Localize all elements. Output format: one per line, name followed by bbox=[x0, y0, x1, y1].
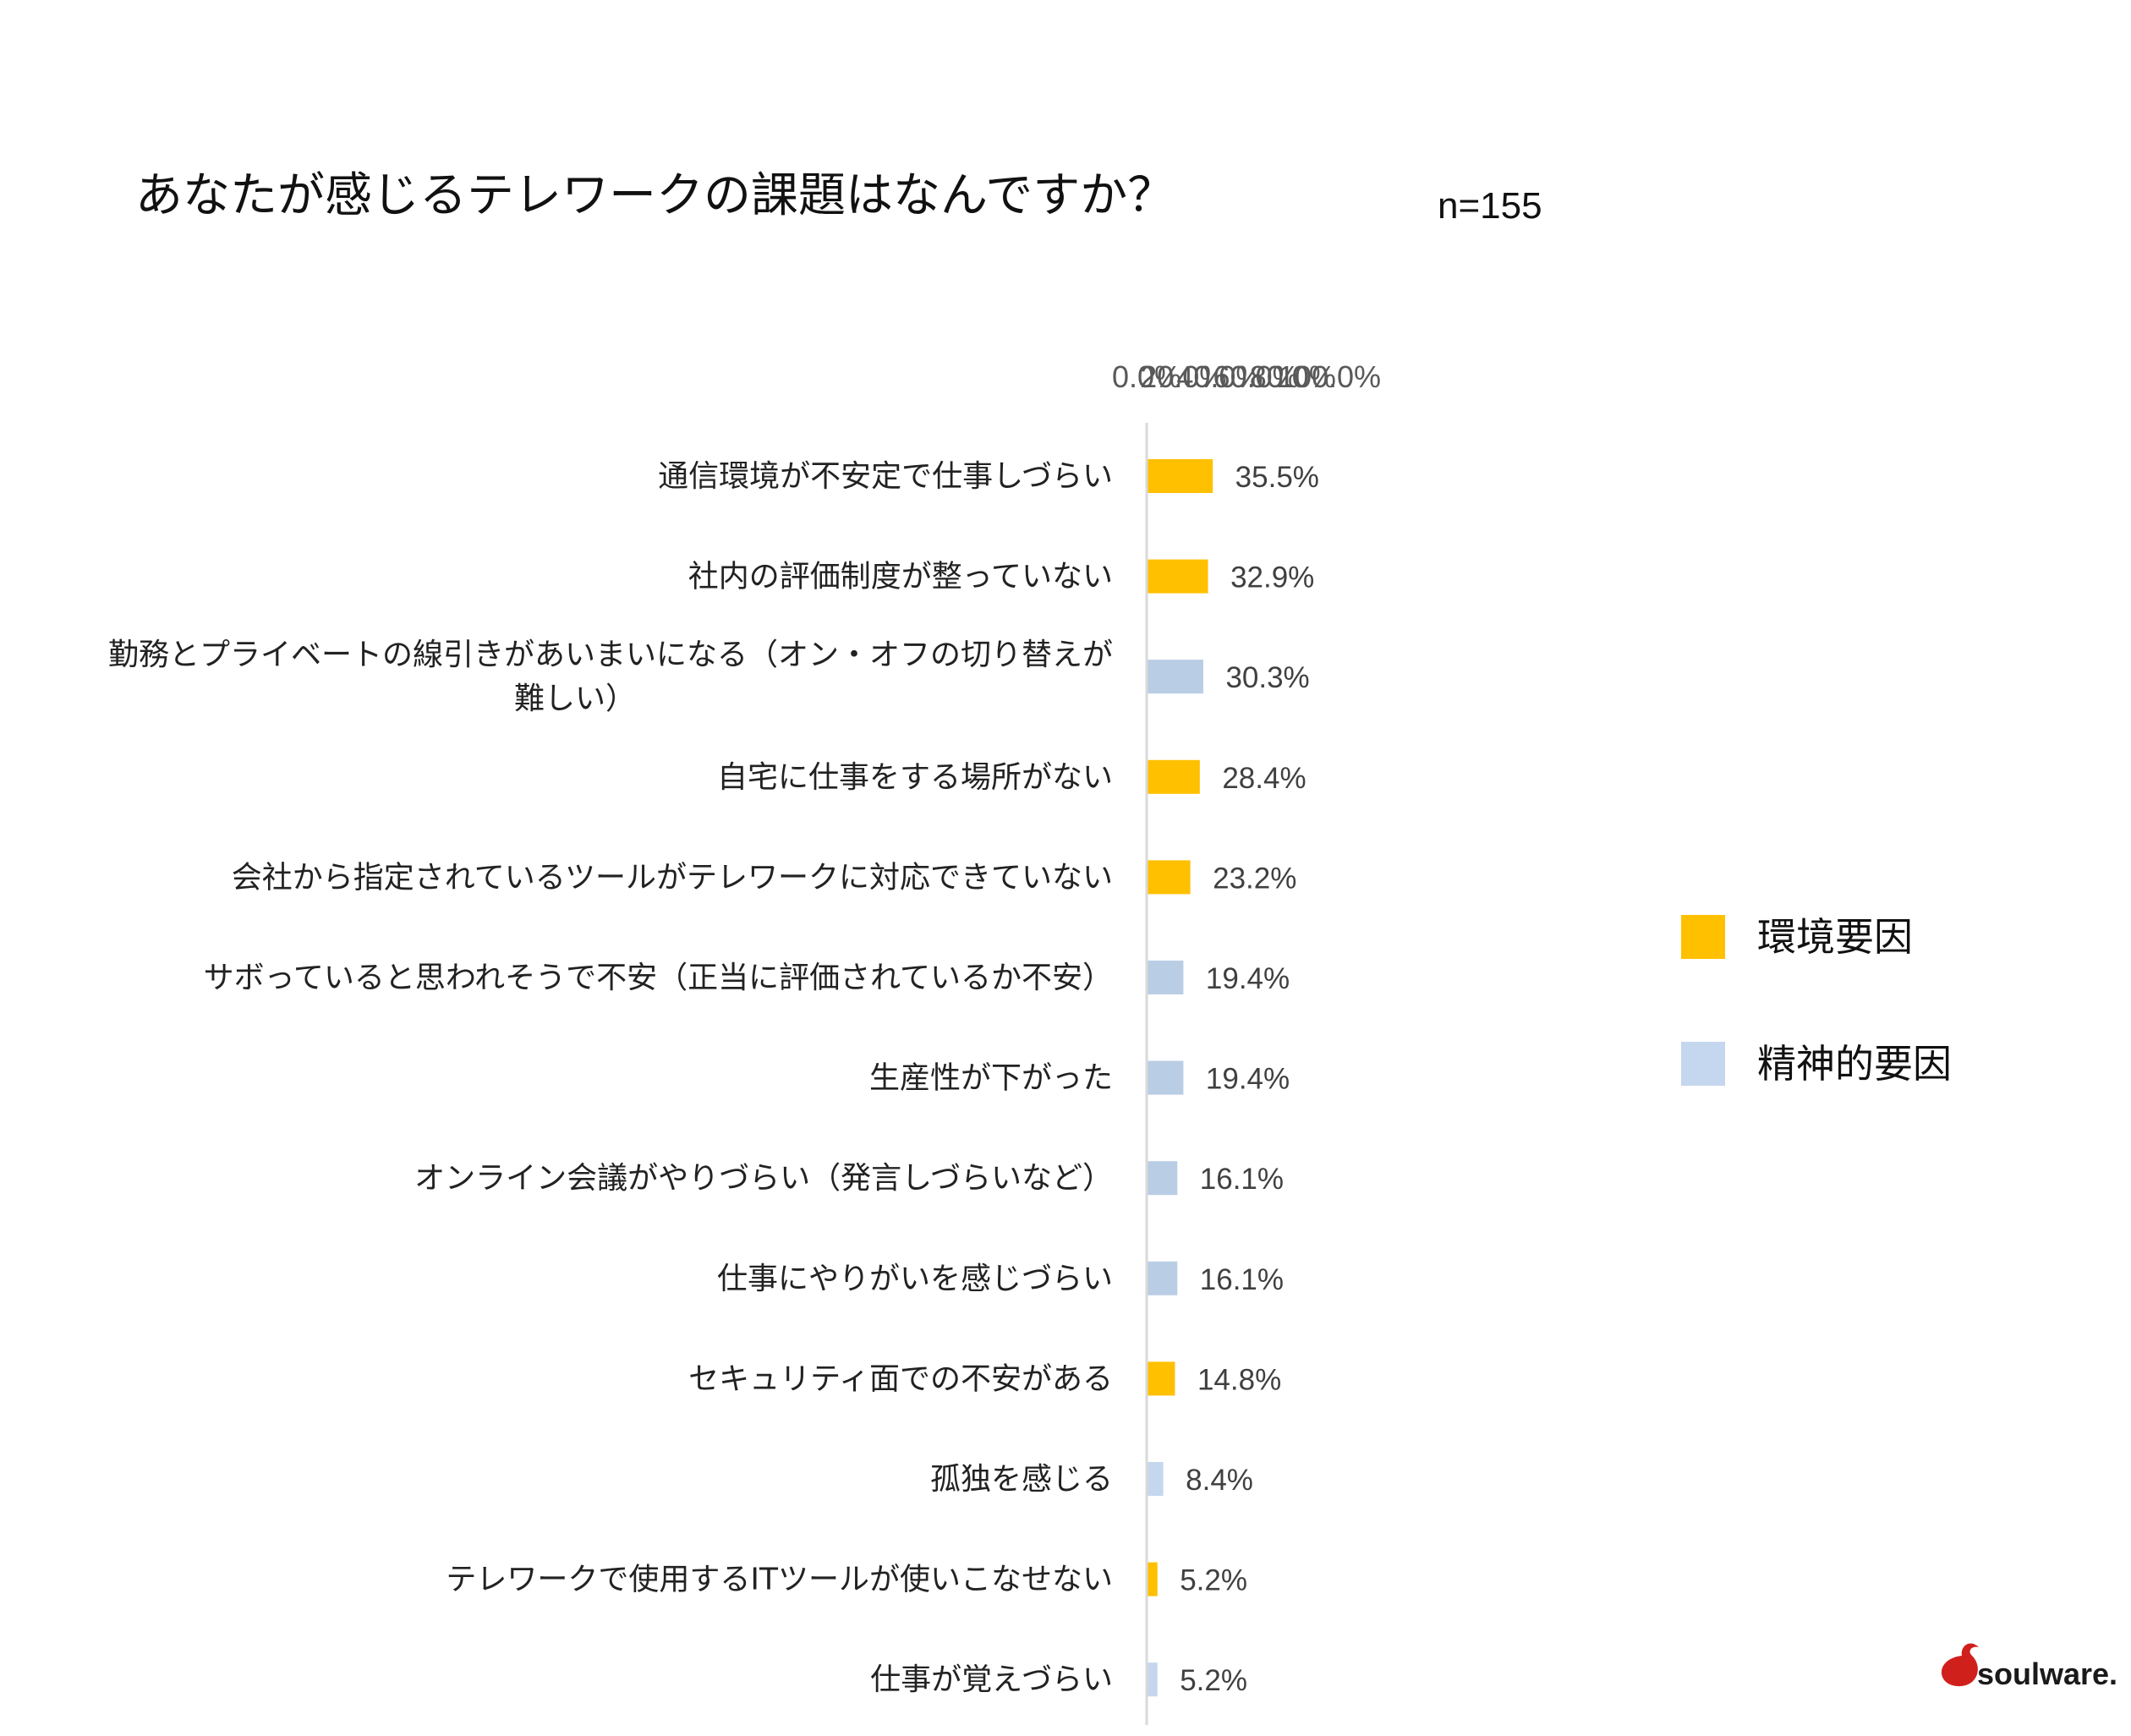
category-label: 難しい） bbox=[514, 682, 636, 716]
category-label: 仕事にやりがいを感じづらい bbox=[717, 1262, 1113, 1296]
legend-swatch bbox=[1681, 915, 1725, 959]
bar-value-label: 8.4% bbox=[1186, 1464, 1253, 1497]
legend-label: 精神的要因 bbox=[1757, 1041, 1952, 1087]
bar-value-label: 5.2% bbox=[1180, 1564, 1247, 1597]
bar bbox=[1148, 1261, 1178, 1295]
category-label: 仕事が覚えづらい bbox=[870, 1662, 1113, 1697]
bar bbox=[1148, 660, 1203, 694]
x-tick-label: 20.0% bbox=[1140, 359, 1226, 394]
bar bbox=[1148, 1060, 1184, 1095]
bar-value-label: 19.4% bbox=[1206, 962, 1290, 995]
bar-value-label: 5.2% bbox=[1180, 1664, 1247, 1697]
bar bbox=[1148, 759, 1200, 794]
category-label: 社内の評価制度が整っていない bbox=[688, 560, 1113, 594]
bar bbox=[1148, 1562, 1158, 1596]
bar-value-label: 23.2% bbox=[1213, 862, 1296, 895]
bar-value-label: 16.1% bbox=[1200, 1163, 1284, 1196]
bar bbox=[1148, 860, 1191, 895]
category-label: 会社から指定されているツールがテレワークに対応できていない bbox=[232, 860, 1113, 895]
category-label: サボっていると思われそうで不安（正当に評価されているか不安） bbox=[204, 961, 1113, 995]
bar bbox=[1148, 1462, 1164, 1496]
x-axis-ticks: 0.0%20.0%40.0%60.0%80.0%100.0% bbox=[1112, 359, 1381, 394]
category-label: セキュリティ面での不安がある bbox=[688, 1361, 1113, 1396]
x-tick-label: 80.0% bbox=[1250, 359, 1336, 394]
x-tick-label: 40.0% bbox=[1176, 359, 1263, 394]
bar-value-label: 14.8% bbox=[1197, 1363, 1281, 1396]
bar bbox=[1148, 1662, 1158, 1697]
legend-label: 環境要因 bbox=[1757, 914, 1913, 960]
category-label: 自宅に仕事をする場所がない bbox=[717, 760, 1113, 795]
bar-value-label: 16.1% bbox=[1200, 1263, 1284, 1296]
bar bbox=[1148, 559, 1208, 594]
soulware-logo: soulware. bbox=[1941, 1643, 2117, 1691]
bar-value-label: 32.9% bbox=[1230, 561, 1314, 594]
sample-size-label: n=155 bbox=[1438, 185, 1542, 227]
legend-swatch bbox=[1681, 1042, 1725, 1086]
bar bbox=[1148, 1161, 1178, 1196]
chart-title: あなたが感じるテレワークの課題はなんですか？ bbox=[135, 168, 1175, 223]
bars-group: 35.5% 通信環境が不安定で仕事しづらい 32.9% 社内の評価制度が整っていない 3… bbox=[108, 459, 1319, 1697]
bar bbox=[1148, 459, 1213, 493]
bar-value-label: 19.4% bbox=[1206, 1063, 1290, 1096]
x-tick-label: 60.0% bbox=[1213, 359, 1300, 394]
x-tick-label: 0.0% bbox=[1112, 359, 1181, 394]
bar bbox=[1148, 1361, 1175, 1396]
soulware-logo-text: soulware. bbox=[1977, 1657, 2117, 1691]
bar-value-label: 35.5% bbox=[1235, 461, 1319, 494]
bar-value-label: 28.4% bbox=[1222, 762, 1306, 795]
category-label: テレワークで使用するITツールが使いこなせない bbox=[446, 1563, 1113, 1597]
category-label: 勤務とプライベートの線引きがあいまいになる（オン・オフの切り替えが bbox=[108, 638, 1113, 672]
bar-value-label: 30.3% bbox=[1225, 661, 1309, 694]
category-label: オンライン会議がやりづらい（発言しづらいなど） bbox=[414, 1161, 1113, 1196]
bar bbox=[1148, 961, 1184, 994]
soulware-logo-mark-icon bbox=[1941, 1643, 1979, 1687]
category-label: 生産性が下がった bbox=[869, 1061, 1113, 1096]
x-tick-label: 100.0% bbox=[1278, 359, 1381, 394]
category-label: 通信環境が不安定で仕事しづらい bbox=[658, 459, 1113, 494]
category-label: 孤独を感じる bbox=[930, 1462, 1113, 1497]
